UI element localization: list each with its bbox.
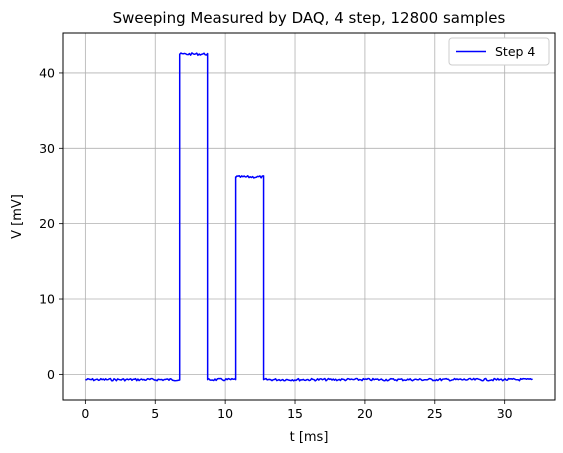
x-tick-label: 0 — [81, 406, 89, 421]
y-axis-label: V [mV] — [10, 194, 25, 239]
x-tick-label: 10 — [217, 406, 233, 421]
series-line-step-4 — [85, 52, 533, 382]
legend-entry-label: Step 4 — [495, 44, 535, 59]
grid — [63, 33, 555, 400]
y-tick-label: 20 — [39, 216, 55, 231]
legend: Step 4 — [448, 37, 550, 66]
chart-title: Sweeping Measured by DAQ, 4 step, 12800 … — [113, 9, 506, 27]
x-tick-label: 5 — [151, 406, 159, 421]
x-axis-label: t [ms] — [290, 430, 329, 445]
y-tick-label: 40 — [39, 65, 55, 80]
series-layer — [85, 52, 533, 382]
y-tick-label: 0 — [47, 367, 55, 382]
y-tick-label: 30 — [39, 141, 55, 156]
x-tick-label: 25 — [427, 406, 443, 421]
x-axis: 0 5 10 15 20 25 30 — [81, 400, 513, 421]
y-axis: 0 10 20 30 40 — [39, 65, 63, 382]
x-tick-label: 15 — [287, 406, 303, 421]
plot-frame — [62, 32, 556, 401]
y-tick-label: 10 — [39, 292, 55, 307]
x-tick-label: 20 — [357, 406, 373, 421]
x-tick-label: 30 — [497, 406, 513, 421]
legend-box — [448, 37, 550, 66]
